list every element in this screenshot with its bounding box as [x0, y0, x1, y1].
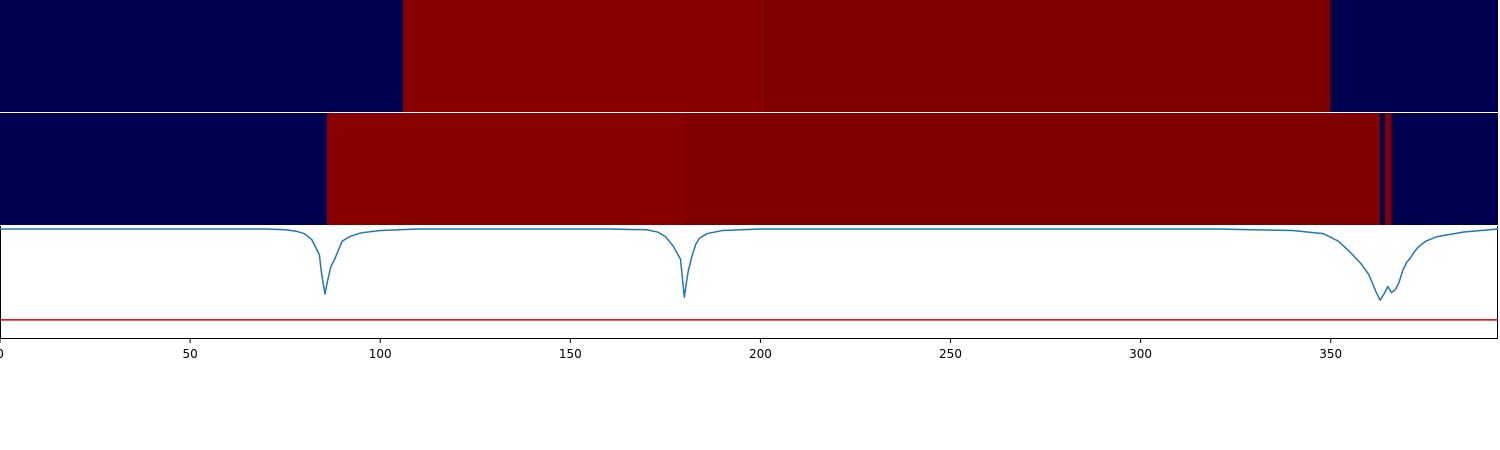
- x-tick-label-350: 350: [1319, 347, 1342, 361]
- track-2-segment-1: [0, 113, 327, 225]
- track-2-segment-6: [1391, 113, 1498, 225]
- x-axis: 0 50 100 150 200 250 300 350: [0, 338, 1498, 361]
- track-1-segment-3: [764, 0, 1331, 112]
- track-2-segment-5: [1385, 113, 1392, 225]
- segment-tracks: [0, 0, 1500, 225]
- x-tick-label-0: 0: [0, 347, 4, 361]
- x-tick-label-100: 100: [369, 347, 392, 361]
- track-1-segment-2: [403, 0, 765, 112]
- x-tick-label-150: 150: [559, 347, 582, 361]
- trace-panel: [0, 226, 1499, 338]
- x-tick-label-50: 50: [182, 347, 197, 361]
- series-line-1: [0, 228, 1499, 301]
- track-1-segment-1: [0, 0, 404, 112]
- track-2-segment-4: [1380, 113, 1386, 225]
- x-tick-label-300: 300: [1129, 347, 1152, 361]
- track-2-segment-2: [326, 113, 685, 225]
- track-1-segment-4: [1330, 0, 1498, 112]
- track-2-segment-3: [684, 113, 1381, 225]
- x-tick-label-250: 250: [939, 347, 962, 361]
- x-tick-label-200: 200: [749, 347, 772, 361]
